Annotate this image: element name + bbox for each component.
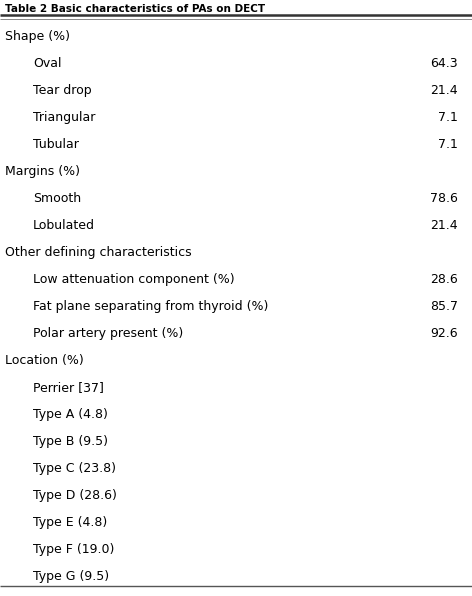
Text: 7.1: 7.1 [438,111,458,124]
Text: Location (%): Location (%) [5,354,84,367]
Text: Table 2 Basic characteristics of PAs on DECT: Table 2 Basic characteristics of PAs on … [5,4,265,14]
Text: 85.7: 85.7 [430,300,458,313]
Text: Lobulated: Lobulated [33,219,95,232]
Text: 21.4: 21.4 [430,83,458,97]
Text: 7.1: 7.1 [438,138,458,151]
Text: Triangular: Triangular [33,111,95,124]
Text: Oval: Oval [33,57,61,70]
Text: Type C (23.8): Type C (23.8) [33,462,116,475]
Text: Low attenuation component (%): Low attenuation component (%) [33,273,235,286]
Text: 78.6: 78.6 [430,192,458,205]
Text: 92.6: 92.6 [430,327,458,340]
Text: Shape (%): Shape (%) [5,30,70,43]
Text: Tubular: Tubular [33,138,79,151]
Text: Type E (4.8): Type E (4.8) [33,516,107,529]
Text: 21.4: 21.4 [430,219,458,232]
Text: Smooth: Smooth [33,192,81,205]
Text: Other defining characteristics: Other defining characteristics [5,246,191,259]
Text: Perrier [37]: Perrier [37] [33,381,104,394]
Text: Margins (%): Margins (%) [5,164,80,178]
Text: Type A (4.8): Type A (4.8) [33,408,108,421]
Text: Fat plane separating from thyroid (%): Fat plane separating from thyroid (%) [33,300,269,313]
Text: Type B (9.5): Type B (9.5) [33,435,108,448]
Text: Tear drop: Tear drop [33,83,92,97]
Text: Polar artery present (%): Polar artery present (%) [33,327,183,340]
Text: Type F (19.0): Type F (19.0) [33,543,114,556]
Text: Type G (9.5): Type G (9.5) [33,570,109,583]
Text: 28.6: 28.6 [430,273,458,286]
Text: 64.3: 64.3 [430,57,458,70]
Text: Type D (28.6): Type D (28.6) [33,489,117,502]
